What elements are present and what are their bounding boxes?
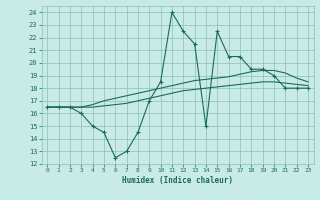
X-axis label: Humidex (Indice chaleur): Humidex (Indice chaleur) xyxy=(122,176,233,185)
